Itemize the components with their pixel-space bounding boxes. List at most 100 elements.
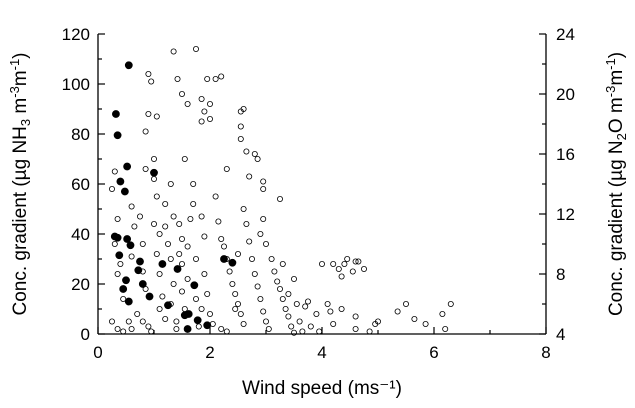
y-left-tick-label: 120 (62, 25, 90, 44)
filled-data-point (115, 251, 124, 260)
open-data-point (156, 230, 163, 237)
open-data-point (288, 323, 295, 330)
open-data-point (162, 200, 169, 207)
open-data-point (173, 325, 180, 332)
open-data-point (136, 213, 143, 220)
open-data-point (206, 310, 213, 317)
open-data-point (282, 305, 289, 312)
open-data-point (262, 318, 269, 325)
open-data-point (327, 308, 334, 315)
open-data-point (198, 213, 205, 220)
open-data-point (254, 155, 261, 162)
open-data-point (285, 290, 292, 297)
y-right-tick-label: 16 (556, 145, 575, 164)
open-data-point (184, 275, 191, 282)
open-data-point (176, 220, 183, 227)
open-data-point (150, 155, 157, 162)
open-data-point (243, 148, 250, 155)
open-data-point (178, 91, 185, 98)
filled-data-point (136, 257, 144, 266)
open-data-point (240, 205, 247, 212)
filled-data-point (120, 187, 129, 196)
filled-data-point (190, 281, 199, 290)
y-left-tick-label: 80 (71, 125, 90, 144)
open-data-point (145, 323, 152, 330)
open-data-point (318, 260, 325, 267)
filled-data-point (173, 265, 182, 273)
open-data-point (190, 180, 197, 187)
filled-data-point (116, 177, 125, 186)
open-data-point (192, 255, 199, 262)
open-data-point (243, 220, 250, 227)
open-data-point (153, 113, 160, 120)
open-data-point (201, 108, 208, 115)
open-data-point (170, 280, 177, 287)
open-data-point (153, 193, 160, 200)
open-data-point (117, 260, 124, 267)
open-data-point (190, 200, 197, 207)
open-data-point (260, 308, 267, 315)
x-tick-label: 6 (429, 343, 438, 362)
open-data-point (111, 168, 118, 175)
filled-data-point (145, 292, 154, 301)
filled-data-point (124, 61, 133, 70)
open-data-point (109, 185, 116, 192)
open-data-point (411, 315, 418, 322)
open-data-point (274, 278, 281, 285)
open-data-point (198, 118, 205, 125)
open-data-point (212, 76, 219, 83)
open-data-point (162, 315, 169, 322)
open-data-point (156, 270, 163, 277)
open-data-point (128, 325, 135, 332)
open-data-point (324, 300, 331, 307)
open-data-point (223, 328, 230, 335)
open-data-point (271, 268, 278, 275)
open-data-point (279, 260, 286, 267)
y-left-tick-label: 20 (71, 275, 90, 294)
open-data-point (374, 318, 381, 325)
open-data-point (178, 235, 185, 242)
x-tick-label: 4 (317, 343, 326, 362)
open-data-point (232, 305, 239, 312)
open-data-point (299, 328, 306, 335)
open-data-point (447, 300, 454, 307)
open-data-point (120, 328, 127, 335)
open-data-point (139, 240, 146, 247)
open-data-point (257, 295, 264, 302)
y-axis-right-title: Conc. gradient (µg N2O m-3m-1) (603, 52, 629, 316)
open-data-point (338, 305, 345, 312)
y-left-tick-label: 40 (71, 225, 90, 244)
open-data-point (187, 215, 194, 222)
open-data-point (125, 318, 132, 325)
open-data-point (352, 325, 359, 332)
open-data-point (254, 283, 261, 290)
open-data-point (170, 213, 177, 220)
open-data-point (204, 290, 211, 297)
open-data-point (355, 258, 362, 265)
open-data-point (442, 325, 449, 332)
filled-data-point (112, 110, 120, 118)
y-left-tick-label: 60 (71, 175, 90, 194)
y-left-tick-label: 100 (62, 75, 90, 94)
open-data-point (260, 215, 267, 222)
filled-data-point (183, 325, 192, 333)
open-data-point (276, 195, 283, 202)
open-data-point (156, 305, 163, 312)
open-data-point (198, 96, 205, 103)
filled-data-point (158, 260, 167, 268)
open-data-point (402, 300, 409, 307)
open-data-point (316, 328, 323, 335)
open-data-point (251, 150, 258, 157)
open-data-point (114, 325, 121, 332)
filled-data-point (203, 321, 212, 330)
filled-data-point (119, 285, 128, 293)
open-data-point (167, 180, 174, 187)
open-data-point (335, 265, 342, 272)
open-data-point (330, 320, 337, 327)
y-right-tick-label: 20 (556, 85, 575, 104)
open-data-point (262, 240, 269, 247)
open-data-point (192, 46, 199, 53)
open-data-point (285, 313, 292, 320)
